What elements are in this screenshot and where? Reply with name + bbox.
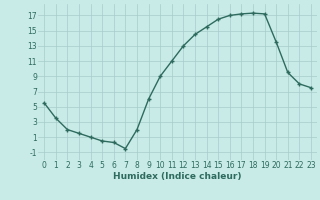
X-axis label: Humidex (Indice chaleur): Humidex (Indice chaleur)	[113, 172, 242, 181]
